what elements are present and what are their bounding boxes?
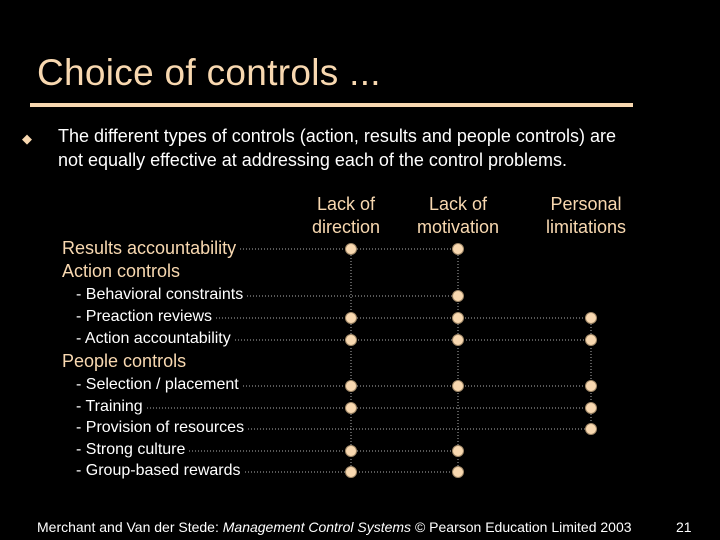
footer-prefix: Merchant and Van der Stede: — [37, 519, 223, 535]
matrix-dot — [452, 334, 464, 346]
matrix-dot — [345, 380, 357, 392]
column-header-line2: motivation — [416, 217, 500, 237]
column-header-line2: limitations — [545, 217, 627, 237]
matrix-dot — [452, 380, 464, 392]
title-underline — [30, 103, 633, 107]
matrix-dot — [452, 466, 464, 478]
column-header-motivation: Lack of motivation — [404, 193, 512, 239]
matrix-dot — [345, 445, 357, 457]
row-label: Action controls — [62, 261, 181, 281]
matrix-dot — [452, 445, 464, 457]
column-header-line1: Lack of — [428, 194, 488, 214]
column-header-line1: Lack of — [316, 194, 376, 214]
matrix-dot — [585, 402, 597, 414]
matrix-dot — [452, 243, 464, 255]
row-label: Results accountability — [62, 238, 237, 258]
matrix-dot — [452, 312, 464, 324]
column-header-direction: Lack of direction — [292, 193, 400, 239]
row-label: - Group-based rewards — [76, 462, 241, 479]
footer-book-title: Management Control Systems — [222, 519, 412, 535]
row-label: - Training — [76, 398, 143, 415]
row-label: People controls — [62, 351, 187, 371]
bullet-text: The different types of controls (action,… — [58, 126, 616, 170]
row-label: - Selection / placement — [76, 376, 239, 393]
matrix-dot — [585, 312, 597, 324]
matrix-dot — [585, 423, 597, 435]
slide-title: Choice of controls ... — [37, 52, 381, 93]
matrix-dot — [345, 312, 357, 324]
column-header-limitations: Personal limitations — [530, 193, 642, 239]
row-label: - Strong culture — [76, 441, 186, 458]
row-label: - Preaction reviews — [76, 308, 213, 325]
footer-suffix: © Pearson Education Limited 2003 — [411, 519, 632, 535]
diamond-bullet-icon: ◆ — [22, 131, 32, 146]
row-label: - Provision of resources — [76, 419, 245, 436]
row-label: - Action accountability — [76, 330, 231, 347]
row-label: - Behavioral constraints — [76, 286, 244, 303]
footer-citation: Merchant and Van der Stede: Management C… — [37, 519, 632, 535]
matrix-dot — [345, 402, 357, 414]
matrix-dot — [585, 334, 597, 346]
page-number: 21 — [676, 519, 692, 535]
matrix-dot — [452, 290, 464, 302]
matrix-dot — [345, 466, 357, 478]
matrix-dot — [345, 243, 357, 255]
matrix-dot — [345, 334, 357, 346]
column-header-line1: Personal — [550, 194, 622, 214]
matrix-dot — [585, 380, 597, 392]
column-header-line2: direction — [311, 217, 381, 237]
